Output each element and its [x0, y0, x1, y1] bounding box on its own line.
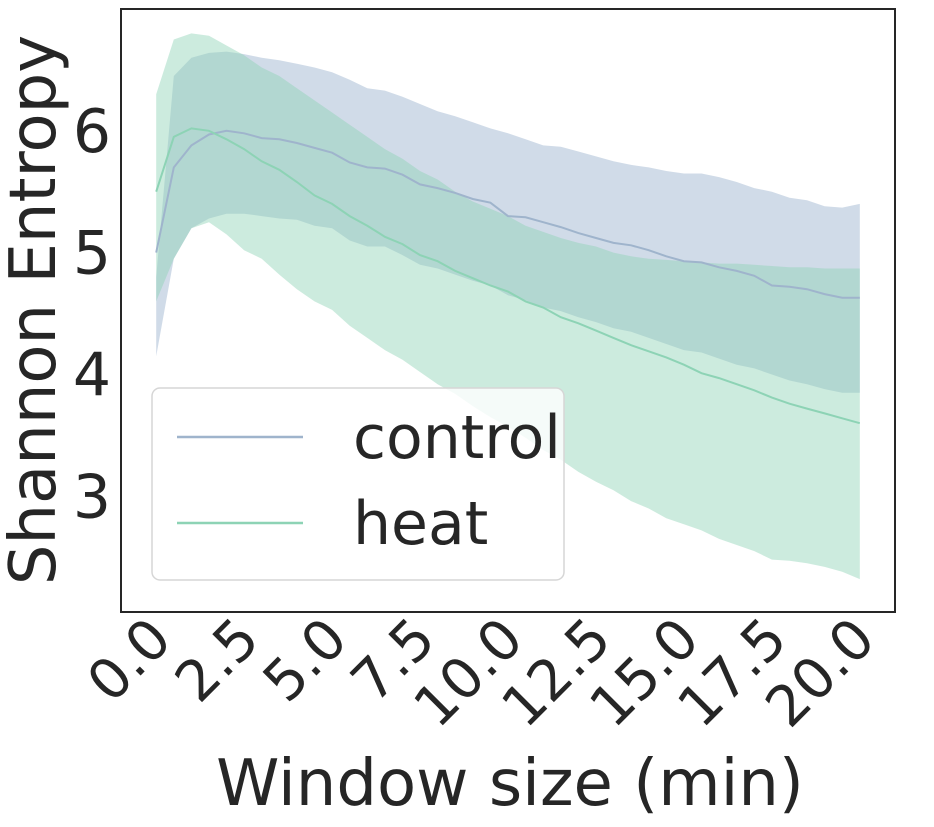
- band-control: [156, 51, 860, 393]
- line-control: [155, 129, 860, 299]
- plot-frame: [120, 8, 896, 613]
- y-tick-label: 4: [73, 340, 111, 410]
- y-tick-label: 3: [73, 462, 111, 532]
- x-tick-label: 2.5: [163, 606, 272, 715]
- line-heat: [155, 127, 861, 425]
- y-tick-label: 6: [73, 97, 111, 167]
- x-tick-labels: 0.02.55.07.510.012.515.017.520.0: [75, 606, 888, 740]
- confidence-bands: [156, 33, 860, 580]
- legend-label-heat: heat: [353, 489, 488, 559]
- y-tick-labels: 3 4 5 6: [73, 97, 111, 532]
- series-lines: [155, 127, 861, 425]
- legend: control heat: [151, 387, 565, 581]
- band-heat: [156, 33, 860, 580]
- x-tick-label: 0.0: [75, 606, 184, 715]
- y-tick-label: 5: [73, 219, 111, 289]
- y-axis-label: Shannon Entropy: [0, 35, 71, 585]
- legend-label-control: control: [353, 403, 561, 473]
- x-axis-label: Window size (min): [216, 747, 804, 821]
- x-tick-label: 5.0: [251, 606, 360, 715]
